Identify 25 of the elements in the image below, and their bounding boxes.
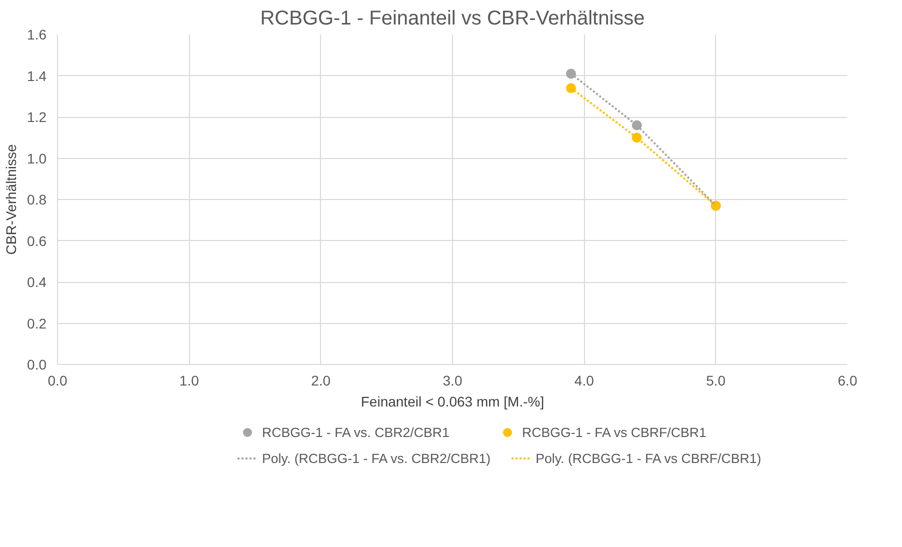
x-tick-label: 6.0 [838,372,858,388]
y-tick-label: 0.2 [27,315,47,332]
y-tick-label: 0.0 [27,356,47,372]
x-axis-title: Feinanteil < 0.063 mm [M.-%] [360,394,544,410]
y-tick-label: 0.8 [27,192,47,208]
x-tick-label: 1.0 [179,372,200,388]
x-tick-label: 5.0 [706,372,726,388]
x-tick-label: 4.0 [574,372,594,388]
point [566,68,576,79]
x-tick-label: 3.0 [442,372,462,388]
y-tick-label: 1.4 [27,68,47,84]
y-axis-title: CBR-Verhältnisse [3,144,20,255]
legend-label: RCBGG-1 - FA vs CBRF/CBR1 [522,424,708,440]
x-tick-label: 2.0 [311,372,331,388]
y-tick-label: 0.6 [27,232,47,249]
legend-label: Poly. (RCBGG-1 - FA vs. CBR2/CBR1) [262,450,491,466]
chart-title: RCBGG-1 - Feinanteil vs CBR-Verhältnisse [260,8,645,30]
legend-label: Poly. (RCBGG-1 - FA vs CBRF/CBR1) [536,450,762,466]
y-tick-label: 1.0 [27,150,47,166]
y-tick-label: 1.2 [27,109,47,125]
y-tick-label: 1.6 [27,26,47,42]
legend-label: RCBGG-1 - FA vs. CBR2/CBR1 [262,424,450,440]
point [566,83,576,94]
y-tick-label: 0.4 [27,274,47,290]
x-tick-label: 0.0 [48,372,68,388]
